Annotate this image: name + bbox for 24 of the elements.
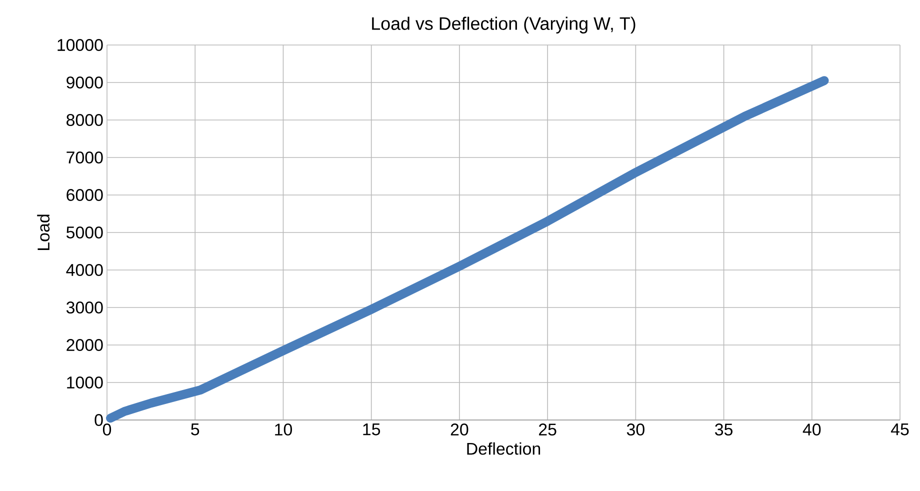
x-tick-label: 40 [802, 424, 821, 436]
y-tick-label: 5000 [66, 226, 103, 238]
x-tick-label: 45 [890, 424, 909, 436]
y-tick-label: 2000 [66, 339, 103, 351]
chart-title: Load vs Deflection (Varying W, T) [372, 16, 636, 34]
x-tick-label: 10 [275, 424, 292, 436]
x-tick-label: 30 [626, 424, 644, 436]
y-tick-label: 0 [94, 414, 103, 426]
y-tick-label: 8000 [66, 114, 103, 126]
x-tick-label: 35 [715, 424, 732, 436]
x-tick-label: 0 [102, 424, 112, 436]
x-tick-label: 15 [363, 424, 380, 436]
y-tick-label: 4000 [66, 264, 103, 276]
y-tick-label: 6000 [66, 189, 103, 201]
y-tick-label: 9000 [66, 76, 103, 88]
x-axis-title: Deflection [467, 442, 540, 455]
x-tick-label: 5 [191, 424, 200, 436]
x-tick-label: 20 [450, 424, 468, 436]
y-tick-label: 7000 [66, 152, 103, 164]
y-tick-label: 1000 [67, 376, 103, 388]
x-tick-label: 25 [539, 424, 556, 436]
y-tick-label: 3000 [66, 302, 103, 314]
y-tick-label: 10000 [58, 39, 103, 51]
y-axis-title: Load [37, 214, 50, 250]
